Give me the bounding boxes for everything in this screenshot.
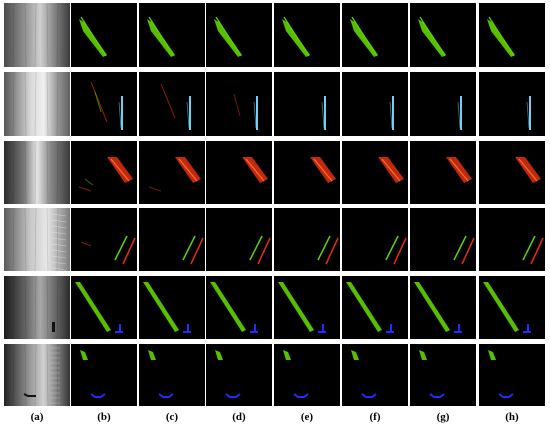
result-panel	[342, 208, 408, 271]
result-panel	[71, 208, 137, 271]
result-panel	[274, 344, 340, 406]
panel-grid	[4, 2, 545, 407]
result-panel	[274, 3, 340, 67]
result-panel	[410, 276, 476, 339]
result-panel	[139, 72, 205, 136]
result-panel	[274, 276, 340, 339]
input-image-panel	[4, 207, 70, 272]
panel-label: (d)	[232, 411, 246, 423]
panel-label: (g)	[436, 411, 450, 423]
result-panel	[479, 72, 545, 136]
result-panel	[479, 141, 545, 204]
result-panel	[410, 141, 476, 204]
result-panel	[342, 344, 408, 406]
result-panel	[479, 3, 545, 67]
result-panel	[342, 3, 408, 67]
result-panel	[206, 344, 272, 406]
result-panel	[479, 344, 545, 406]
input-image-panel	[4, 140, 70, 205]
result-panel	[479, 208, 545, 271]
input-image-panel	[4, 2, 70, 68]
result-panel	[206, 276, 272, 339]
result-panel	[479, 276, 545, 339]
result-panel	[206, 208, 272, 271]
result-panel	[139, 276, 205, 339]
result-panel	[206, 72, 272, 136]
result-panel	[410, 72, 476, 136]
input-image-panel	[4, 71, 70, 137]
result-panel	[410, 208, 476, 271]
result-panel	[71, 141, 137, 204]
panel-label: (c)	[165, 411, 179, 423]
panel-label: (f)	[369, 411, 381, 423]
result-panel	[139, 141, 205, 204]
result-panel	[71, 344, 137, 406]
result-panel	[71, 3, 137, 67]
result-panel	[71, 276, 137, 339]
result-panel	[410, 3, 476, 67]
result-panel	[274, 141, 340, 204]
panel-label: (a)	[30, 411, 44, 423]
input-image-panel	[4, 343, 70, 407]
result-panel	[139, 3, 205, 67]
result-panel	[206, 3, 272, 67]
result-panel	[139, 208, 205, 271]
result-panel	[342, 276, 408, 339]
panel-label: (e)	[300, 411, 314, 423]
result-panel	[71, 72, 137, 136]
result-panel	[274, 72, 340, 136]
result-panel	[342, 72, 408, 136]
panel-label: (h)	[505, 411, 519, 423]
result-panel	[274, 208, 340, 271]
result-panel	[410, 344, 476, 406]
panel-label: (b)	[97, 411, 111, 423]
result-panel	[139, 344, 205, 406]
result-panel	[206, 141, 272, 204]
result-panel	[342, 141, 408, 204]
input-image-panel	[4, 275, 70, 340]
